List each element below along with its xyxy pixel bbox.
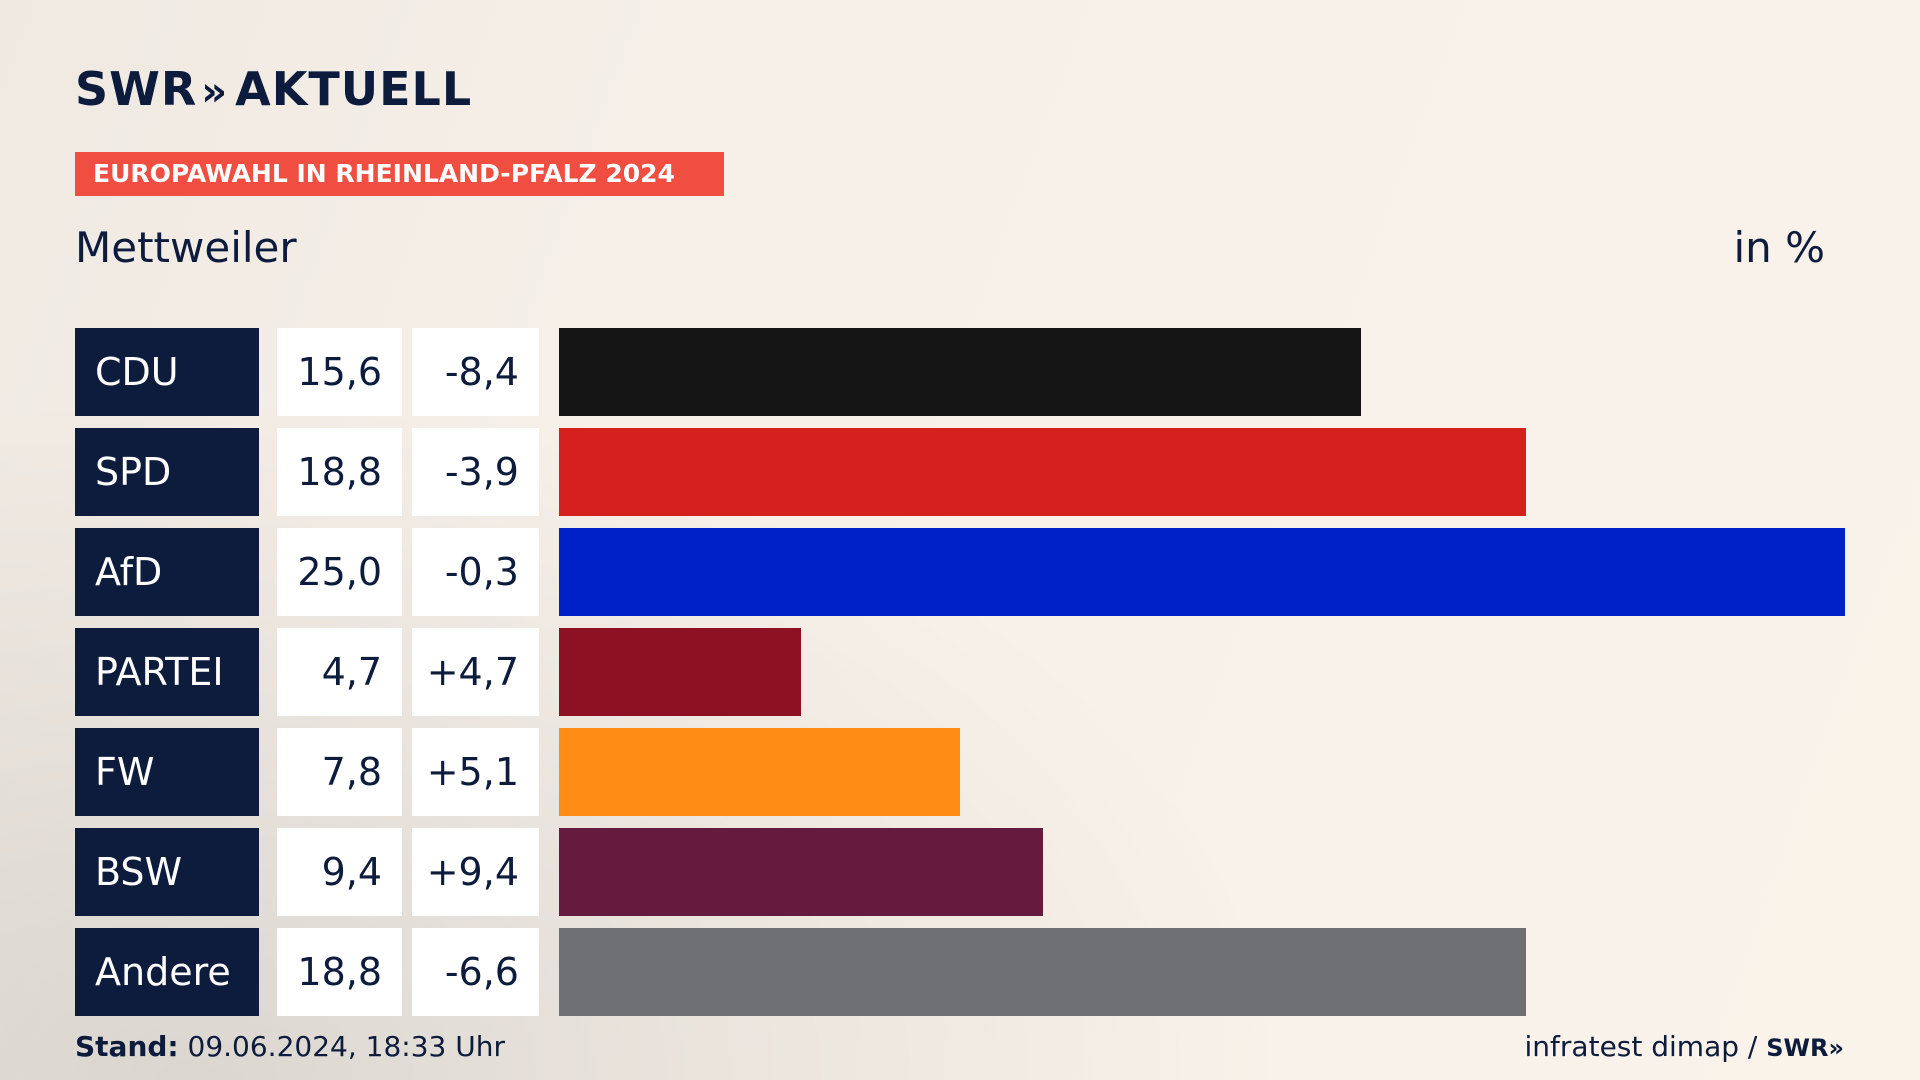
chart-row: BSW 9,4 +9,4 xyxy=(75,828,1845,916)
bar-spd xyxy=(559,428,1527,516)
party-label: AfD xyxy=(75,528,259,616)
election-banner: EUROPAWAHL IN RHEINLAND-PFALZ 2024 xyxy=(75,152,724,196)
value-label: 15,6 xyxy=(277,328,402,416)
party-label: FW xyxy=(75,728,259,816)
party-label: PARTEI xyxy=(75,628,259,716)
bar-partei xyxy=(559,628,801,716)
bar-afd xyxy=(559,528,1845,616)
chart-row: FW 7,8 +5,1 xyxy=(75,728,1845,816)
bar-fw xyxy=(559,728,961,816)
swr-aktuell-logo: SWR» AKTUELL xyxy=(75,66,472,112)
diff-label: -6,6 xyxy=(412,928,539,1016)
party-label: CDU xyxy=(75,328,259,416)
chart-row: CDU 15,6 -8,4 xyxy=(75,328,1845,416)
diff-label: -3,9 xyxy=(412,428,539,516)
chart-row: SPD 18,8 -3,9 xyxy=(75,428,1845,516)
bar-cdu xyxy=(559,328,1362,416)
chart-row: PARTEI 4,7 +4,7 xyxy=(75,628,1845,716)
value-label: 4,7 xyxy=(277,628,402,716)
place-title: Mettweiler xyxy=(75,223,297,272)
bar-bsw xyxy=(559,828,1043,916)
swr-mini-logo: SWR» xyxy=(1766,1034,1844,1062)
diff-label: -0,3 xyxy=(412,528,539,616)
diff-label: +4,7 xyxy=(412,628,539,716)
stand-value: 09.06.2024, 18:33 Uhr xyxy=(178,1030,505,1063)
logo-aktuell: AKTUELL xyxy=(235,62,473,116)
chart-row: Andere 18,8 -6,6 xyxy=(75,928,1845,1016)
party-label: BSW xyxy=(75,828,259,916)
bar-andere xyxy=(559,928,1527,1016)
logo-swr: SWR xyxy=(75,62,198,116)
party-label: Andere xyxy=(75,928,259,1016)
diff-label: +9,4 xyxy=(412,828,539,916)
diff-label: +5,1 xyxy=(412,728,539,816)
value-label: 25,0 xyxy=(277,528,402,616)
logo-chevron-icon: » xyxy=(201,69,227,115)
unit-label: in % xyxy=(1733,223,1825,272)
value-label: 9,4 xyxy=(277,828,402,916)
value-label: 18,8 xyxy=(277,928,402,1016)
value-label: 7,8 xyxy=(277,728,402,816)
chart-row: AfD 25,0 -0,3 xyxy=(75,528,1845,616)
source-credit: infratest dimap / SWR» xyxy=(1525,1030,1844,1065)
stand-label: Stand: xyxy=(75,1030,179,1063)
diff-label: -8,4 xyxy=(412,328,539,416)
timestamp: Stand: 09.06.2024, 18:33 Uhr xyxy=(75,1030,505,1064)
party-label: SPD xyxy=(75,428,259,516)
value-label: 18,8 xyxy=(277,428,402,516)
source-text: infratest dimap / xyxy=(1524,1030,1767,1063)
